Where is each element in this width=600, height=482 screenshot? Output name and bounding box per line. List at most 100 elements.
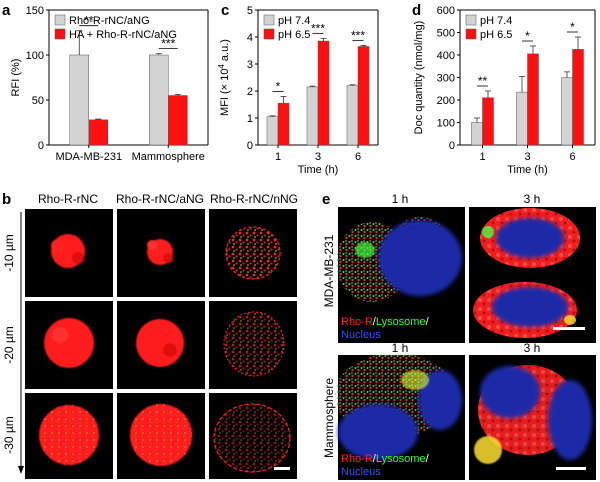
- panel-letter-d: d: [412, 2, 421, 19]
- chart-panel-d: 0 100 200 300 400 500 600 Doc quantity (nmol/mg…: [413, 5, 596, 176]
- row-label-20um: -20 µm: [2, 326, 16, 364]
- significance-label: *: [525, 29, 530, 43]
- x-axis-label: Time (h): [507, 164, 548, 176]
- cell-e-mda-1h: [336, 217, 462, 302]
- y-tick-label: 0: [247, 140, 253, 152]
- panel-e-micrographs: 1 h 3 h 1 h 3 h MDA-MB-231 Mammosphere: [322, 192, 596, 480]
- bar: [69, 54, 89, 146]
- significance-label: **: [84, 14, 94, 28]
- spheroid-r3-c3: [213, 403, 291, 473]
- bar: [88, 119, 108, 146]
- legend-swatch: [263, 14, 275, 26]
- group-label-mammosphere: Mammosphere: [322, 378, 336, 458]
- x-tick-label: 1: [479, 151, 485, 163]
- bar: [266, 116, 279, 146]
- legend-label: Rho-R-rNC/aNG: [69, 15, 150, 27]
- overlay-legend-top-nucleus: Nucleus: [341, 329, 381, 341]
- bar: [357, 46, 370, 146]
- bar: [482, 97, 494, 146]
- significance-label: ***: [161, 37, 175, 51]
- y-tick-label: 2: [247, 86, 253, 98]
- panel-letter-c: c: [221, 2, 229, 19]
- significance-label: ***: [311, 21, 325, 35]
- y-tick-label: 0: [449, 140, 455, 152]
- bar: [346, 85, 359, 146]
- significance-label: **: [478, 74, 488, 88]
- scale-bar: [274, 467, 290, 470]
- y-tick-label: 200: [437, 95, 455, 107]
- x-tick-label: 1: [275, 151, 281, 163]
- panel-b-micrographs: Rho-R-rNC Rho-R-rNC/aNG Rho-R-rNC/nNG -1…: [2, 192, 298, 479]
- spheroid-r2-c2: [136, 319, 184, 367]
- y-tick-label: 500: [437, 28, 455, 40]
- spheroid-r3-c2: [130, 404, 192, 466]
- x-axis-label: Time (h): [298, 164, 339, 176]
- group-label-mda-mb-231: MDA-MB-231: [322, 234, 336, 307]
- panel-letter-e: e: [322, 191, 330, 208]
- cell-e-mammo-3h: [474, 365, 592, 464]
- x-tick-label: 6: [355, 151, 361, 163]
- chart-panel-c: 0 1 2 3 4 5 MFI (× 104 a.u.) Time (h) * 1 *** 3 *** 6…: [217, 5, 379, 176]
- cell-e-mda-3h: [473, 208, 580, 338]
- x-tick-label: 3: [524, 151, 530, 163]
- legend-swatch: [54, 28, 66, 40]
- legend-label: pH 6.5: [278, 29, 310, 41]
- significance-label: *: [276, 79, 281, 93]
- bar: [277, 102, 290, 146]
- spheroid-r1-c3: [225, 226, 281, 280]
- spheroid-r3-c1: [39, 405, 99, 465]
- spheroid-r2-c1: [44, 318, 94, 368]
- x-tick-label: 6: [569, 151, 575, 163]
- time-label-3h-bottom: 3 h: [524, 341, 541, 355]
- bar: [168, 95, 188, 146]
- x-tick-label: MDA-MB-231: [55, 151, 122, 163]
- x-tick-label: Mammosphere: [132, 151, 205, 163]
- y-tick-label: 5: [247, 5, 253, 17]
- col-label-rho-r-rnc-nng: Rho-R-rNC/nNG: [210, 192, 298, 206]
- legend-label: pH 7.4: [278, 15, 310, 27]
- row-label-10um: -10 µm: [2, 234, 16, 272]
- col-label-rho-r-rnc: Rho-R-rNC: [38, 192, 98, 206]
- y-axis-label: MFI (× 104 a.u.): [217, 39, 231, 116]
- bar: [516, 91, 528, 146]
- time-label-1h-top: 1 h: [392, 192, 409, 206]
- spheroid-r2-c3: [223, 311, 285, 377]
- panel-letter-b: b: [2, 191, 11, 208]
- overlay-legend-bottom-nucleus: Nucleus: [341, 466, 381, 478]
- y-axis-label: RFI (%): [10, 59, 22, 97]
- overlay-legend-top: Rho-R/Lysosome/: [341, 316, 430, 328]
- y-tick-label: 600: [437, 5, 455, 17]
- y-tick-label: 4: [247, 32, 253, 44]
- y-tick-label: 3: [247, 59, 253, 71]
- y-tick-label: 400: [437, 50, 455, 62]
- row-label-30um: -30 µm: [2, 416, 16, 454]
- chart-panel-a: 0 50 100 150 RFI (%) ** MDA-MB-231 *** Mammosphe…: [10, 5, 209, 163]
- bar: [306, 86, 319, 146]
- y-tick-label: 0: [38, 140, 44, 152]
- legend-label: pH 6.5: [480, 29, 512, 41]
- significance-label: ***: [351, 28, 365, 42]
- cell-e-mammo-1h: [335, 353, 462, 460]
- legend-swatch: [54, 14, 66, 26]
- scale-bar-e-top: [553, 327, 585, 330]
- legend-swatch: [465, 14, 477, 26]
- significance-label: *: [570, 20, 575, 34]
- bar: [572, 49, 584, 146]
- y-tick-label: 100: [26, 50, 44, 62]
- legend-label: HA + Rho-R-rNC/aNG: [69, 29, 177, 41]
- bar: [527, 53, 539, 146]
- bar: [317, 40, 330, 146]
- bar: [471, 122, 483, 146]
- scale-bar-e-bottom: [556, 467, 586, 470]
- spheroid-r1-c1: [51, 234, 85, 268]
- time-label-1h-bottom: 1 h: [392, 341, 409, 355]
- bar: [561, 77, 573, 146]
- x-tick-label: 3: [315, 151, 321, 163]
- spheroid-r1-c2: [147, 239, 173, 265]
- y-tick-label: 300: [437, 73, 455, 85]
- legend-swatch: [263, 28, 275, 40]
- time-label-3h-top: 3 h: [524, 192, 541, 206]
- depth-arrow-head: [18, 466, 24, 474]
- y-tick-label: 150: [26, 5, 44, 17]
